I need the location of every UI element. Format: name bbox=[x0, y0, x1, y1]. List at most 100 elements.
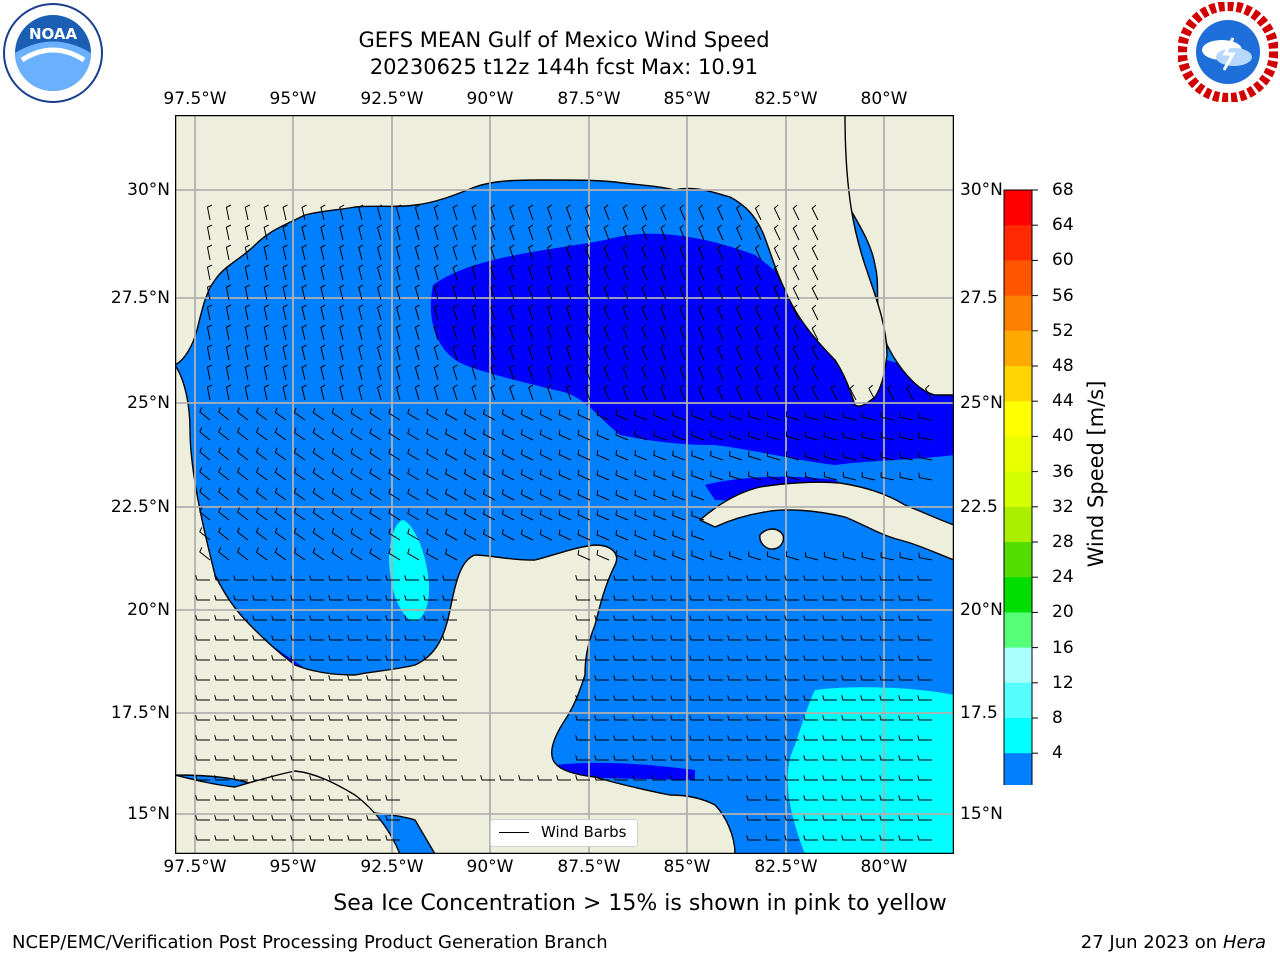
wind-barb bbox=[282, 324, 288, 341]
colorbar-segment bbox=[1004, 401, 1032, 437]
colorbar-level-label: 64 bbox=[1052, 215, 1074, 236]
longitude-label: 95°W bbox=[269, 857, 317, 877]
wind-barb bbox=[717, 224, 724, 241]
wind-barb bbox=[433, 264, 439, 281]
wind-barb bbox=[898, 755, 913, 761]
land-central-america-south bbox=[175, 769, 401, 854]
longitude-label: 87.5°W bbox=[557, 857, 621, 877]
wind-barb bbox=[471, 304, 477, 321]
wind-barb bbox=[395, 284, 402, 301]
wind-barb bbox=[754, 224, 762, 241]
wind-barb bbox=[471, 244, 477, 261]
wind-barb bbox=[603, 324, 610, 341]
wind-barb bbox=[309, 675, 324, 681]
wind-barb bbox=[898, 675, 913, 681]
wind-barb bbox=[773, 324, 781, 341]
wind-barb bbox=[263, 364, 269, 381]
wind-barb bbox=[575, 775, 590, 781]
wind-barb bbox=[575, 755, 590, 761]
wind-barb bbox=[426, 548, 439, 561]
wind-barb bbox=[811, 384, 819, 401]
wind-barb bbox=[233, 615, 248, 621]
wind-barb bbox=[565, 224, 572, 241]
wind-barb bbox=[445, 448, 458, 461]
wind-barb bbox=[679, 304, 686, 321]
wind-barb bbox=[423, 715, 438, 721]
wind-barb bbox=[293, 427, 306, 441]
wind-barb bbox=[426, 488, 439, 501]
wind-barb bbox=[717, 284, 724, 301]
wind-barb bbox=[290, 795, 305, 801]
colorbar-segment bbox=[1004, 647, 1032, 684]
wind-barb bbox=[414, 284, 420, 301]
wind-barb bbox=[218, 427, 230, 441]
wind-barb bbox=[509, 284, 515, 301]
wind-barb bbox=[754, 324, 762, 341]
wind-barb bbox=[452, 264, 458, 281]
wind-barb bbox=[710, 430, 724, 441]
wind-barb bbox=[199, 507, 211, 521]
wind-barb bbox=[442, 575, 457, 581]
wind-barb bbox=[293, 527, 306, 541]
wind-barb bbox=[596, 549, 610, 561]
wind-barb bbox=[746, 815, 761, 821]
wind-barb bbox=[366, 735, 381, 741]
wind-barb bbox=[708, 715, 723, 721]
latitude-label: 25°N bbox=[127, 393, 170, 413]
wind-barb bbox=[811, 224, 819, 241]
wind-barb bbox=[918, 452, 933, 461]
wind-barb bbox=[860, 635, 875, 641]
wind-barb bbox=[490, 224, 496, 241]
wind-barb bbox=[255, 427, 268, 441]
wind-barb bbox=[199, 407, 211, 421]
wind-barb bbox=[603, 264, 610, 281]
wind-barb bbox=[672, 510, 686, 521]
wind-barb bbox=[841, 775, 856, 781]
wind-barb bbox=[898, 635, 913, 641]
wind-barb bbox=[328, 575, 343, 581]
wind-barb bbox=[206, 224, 213, 241]
colorbar-level-label: 32 bbox=[1052, 496, 1074, 517]
wind-barb bbox=[385, 715, 400, 721]
wind-barb bbox=[735, 364, 743, 381]
wind-barb bbox=[660, 364, 667, 381]
wind-barb bbox=[917, 755, 932, 761]
wind-barb bbox=[501, 489, 515, 501]
latitude-label: 20°N bbox=[960, 600, 1003, 620]
wind-barb bbox=[301, 364, 307, 381]
footer-branch: NCEP/EMC/Verification Post Processing Pr… bbox=[12, 932, 608, 953]
wind-barb bbox=[309, 815, 324, 821]
wind-barb bbox=[331, 467, 344, 481]
wind-barb bbox=[803, 755, 818, 761]
wind-barb bbox=[218, 507, 230, 521]
wind-barb bbox=[471, 384, 477, 401]
wind-barb bbox=[445, 468, 458, 481]
colorbar-segment bbox=[1004, 718, 1032, 754]
wind-barb bbox=[385, 815, 400, 821]
wind-barb bbox=[727, 675, 742, 681]
wind-barb bbox=[328, 635, 343, 641]
wind-barb bbox=[746, 575, 761, 581]
wind-barb bbox=[426, 468, 439, 481]
wind-barb bbox=[803, 795, 818, 801]
wind-barb bbox=[698, 224, 705, 241]
wind-barb bbox=[482, 408, 496, 421]
wind-barb bbox=[584, 384, 591, 401]
wind-barb bbox=[691, 430, 705, 441]
wind-barb bbox=[195, 675, 210, 681]
wind-barb bbox=[842, 451, 857, 461]
wind-barb bbox=[199, 427, 211, 441]
wind-barb bbox=[414, 384, 420, 401]
wind-barb bbox=[651, 735, 666, 741]
wind-barb bbox=[366, 575, 381, 581]
wind-barb bbox=[594, 615, 609, 621]
wind-barb bbox=[805, 451, 819, 461]
wind-barb bbox=[236, 447, 249, 461]
wind-barb bbox=[803, 735, 818, 741]
wind-barb bbox=[528, 284, 534, 301]
wind-barb bbox=[225, 244, 232, 261]
wind-barb bbox=[225, 364, 232, 381]
wind-barb bbox=[263, 264, 269, 281]
wind-barb bbox=[471, 264, 477, 281]
wind-barb bbox=[879, 715, 894, 721]
